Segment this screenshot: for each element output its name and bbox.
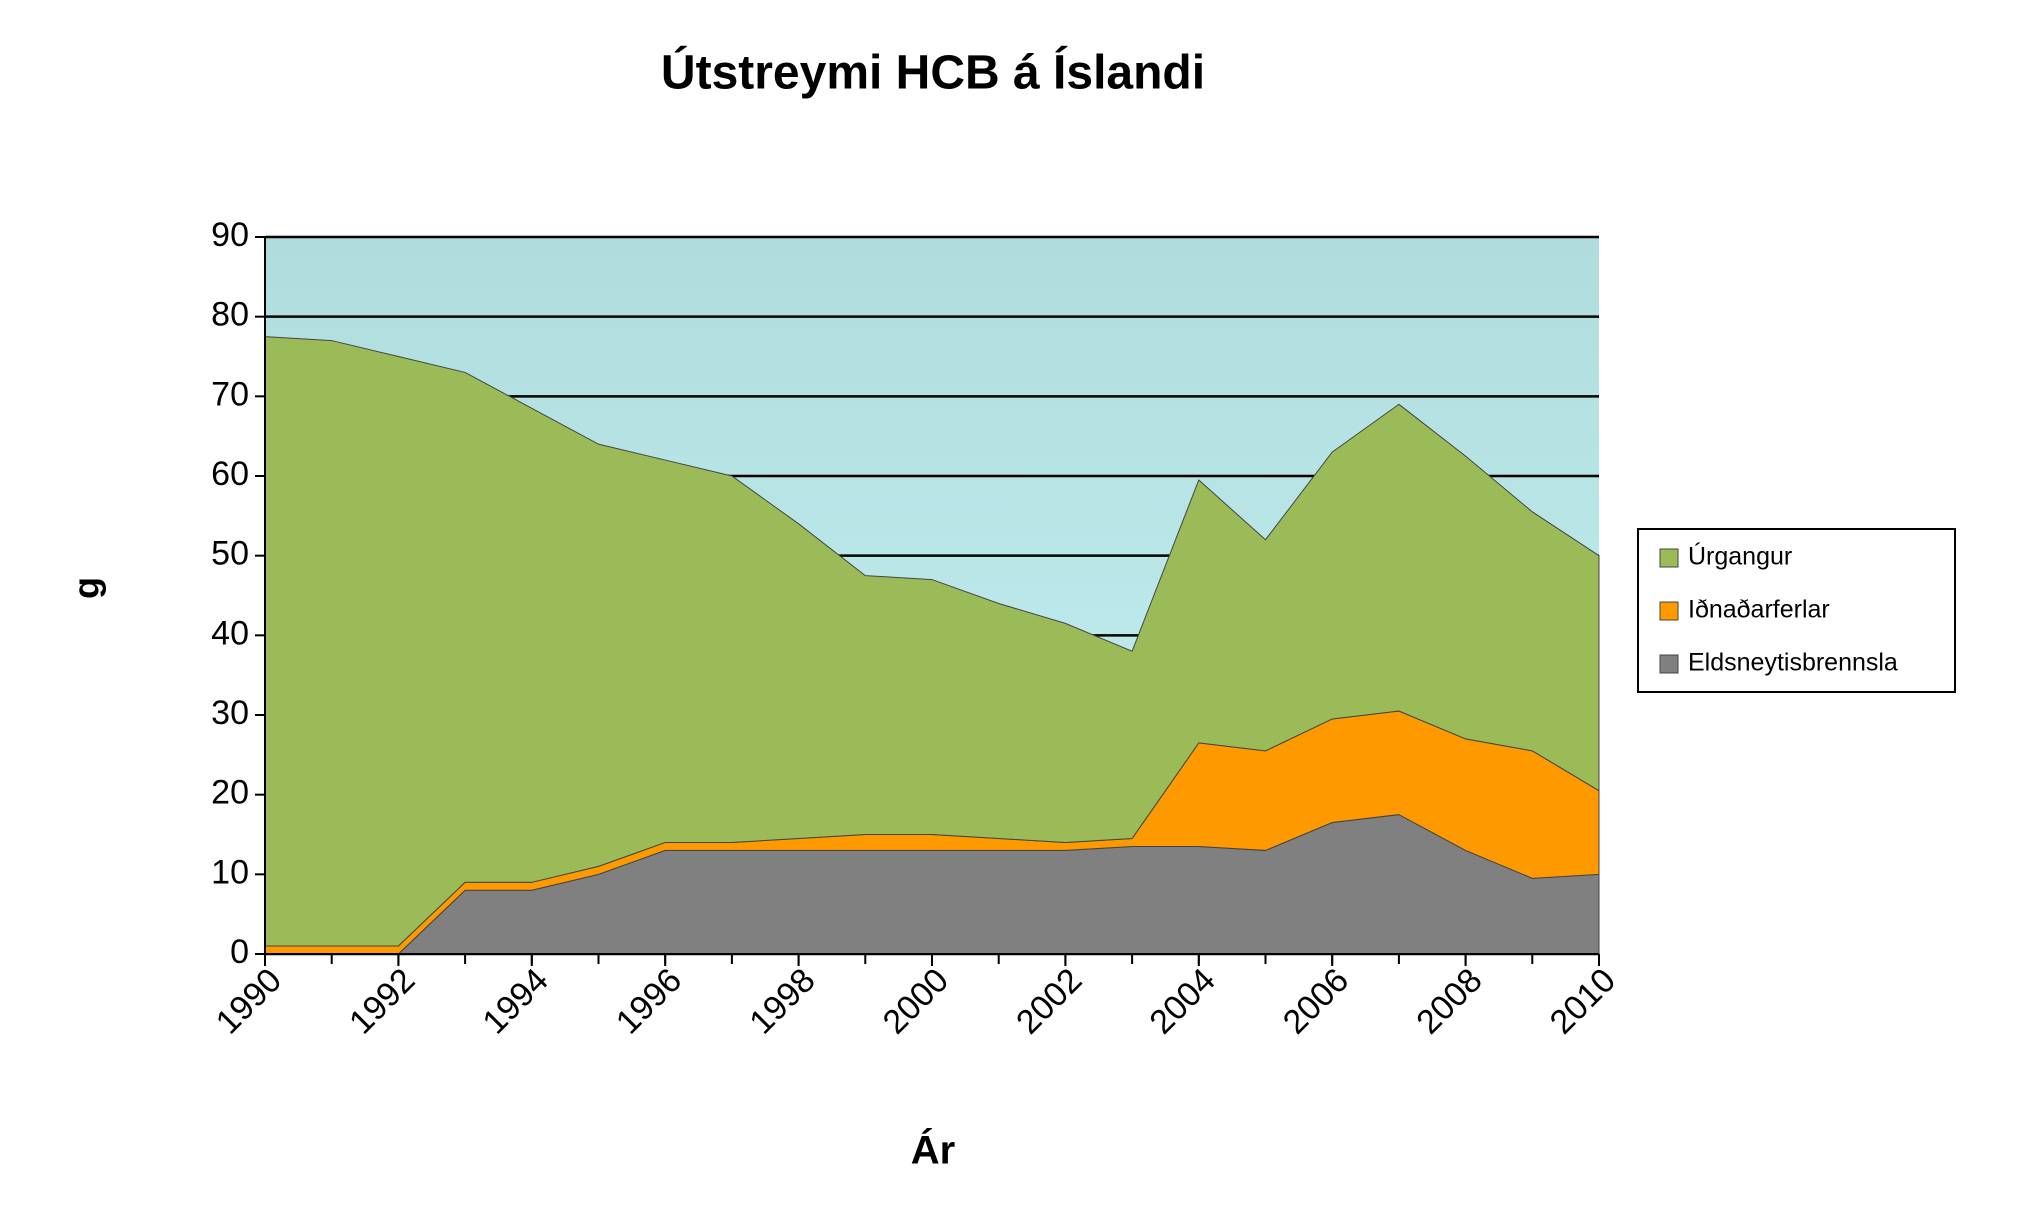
y-axis-label: g (66, 577, 107, 599)
x-tick-label: 1998 (742, 961, 822, 1041)
x-tick-label: 1996 (609, 961, 689, 1041)
legend: Úrgangur Iðnaðarferlar Eldsneytisbrennsla (1659, 542, 1898, 677)
x-tick-label: 2006 (1276, 961, 1356, 1041)
y-tick-label: 0 (230, 933, 249, 971)
areas (264, 336, 1600, 955)
y-tick-label: 80 (211, 296, 249, 334)
chart-title: Útstreymi HCB á Íslandi (661, 45, 1205, 100)
legend-box (1637, 528, 1956, 693)
x-tick-label: 2010 (1543, 961, 1623, 1041)
x-tick-label: 1992 (342, 961, 422, 1041)
legend-label: Úrgangur (1688, 542, 1792, 571)
x-tick-label: 2002 (1009, 961, 1089, 1041)
y-tick-label: 90 (211, 216, 249, 254)
legend-label: Iðnaðarferlar (1688, 596, 1830, 624)
x-tick-label: 1990 (209, 961, 289, 1041)
y-tick-label: 50 (211, 535, 249, 573)
y-tick-label: 70 (211, 375, 249, 413)
x-tick-label: 2004 (1142, 961, 1222, 1041)
legend-swatch (1659, 654, 1679, 674)
legend-label: Eldsneytisbrennsla (1688, 649, 1898, 677)
x-tick-label: 2008 (1409, 961, 1489, 1041)
legend-swatch (1659, 601, 1679, 621)
x-tick-label: 1994 (475, 961, 555, 1041)
x-tick-label: 2000 (876, 961, 956, 1041)
y-tick-label: 10 (211, 853, 249, 891)
area (264, 336, 1600, 947)
legend-swatch (1659, 548, 1679, 568)
x-axis-label: Ár (911, 1128, 955, 1173)
y-tick-label: 20 (211, 774, 249, 812)
y-tick-label: 60 (211, 455, 249, 493)
y-tick-label: 30 (211, 694, 249, 732)
y-tick-label: 40 (211, 614, 249, 652)
